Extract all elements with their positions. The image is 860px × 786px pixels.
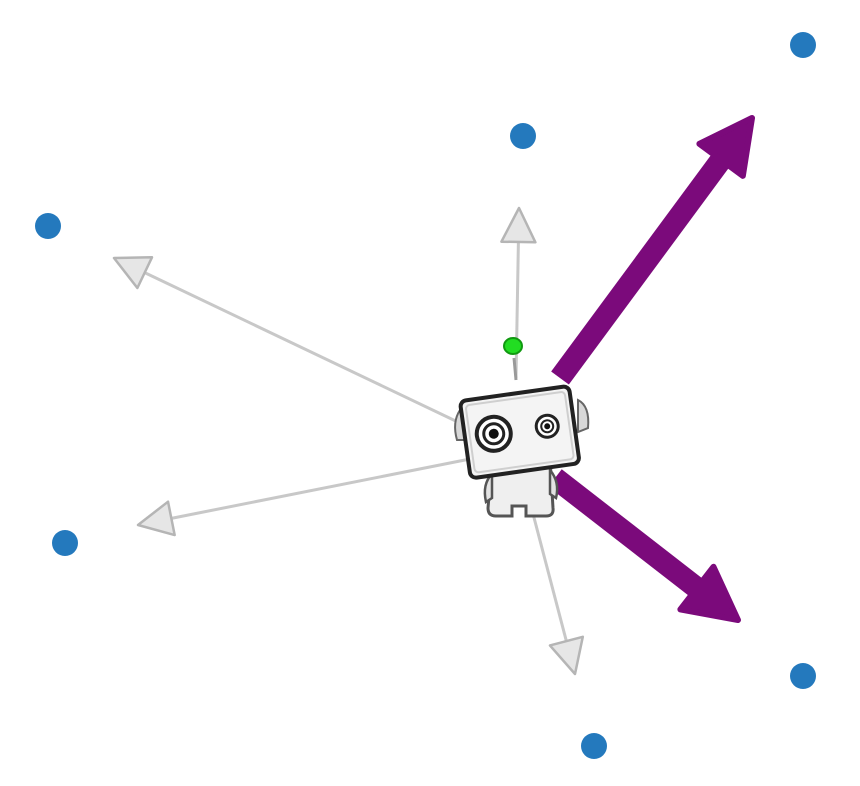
arrow-top-right — [551, 115, 755, 385]
arrow-upper-left — [112, 256, 463, 426]
robot-icon[interactable] — [454, 337, 590, 518]
targets-group — [35, 32, 816, 759]
right-ear — [577, 398, 590, 434]
target-upper-left — [35, 213, 61, 239]
target-lower-left — [52, 530, 78, 556]
antenna-stem — [512, 357, 518, 381]
arrow-lower-left — [136, 457, 471, 537]
arrow-up — [500, 206, 537, 379]
arrow-down — [530, 509, 585, 676]
strong-arrows-group — [548, 115, 755, 623]
target-top-right — [790, 32, 816, 58]
target-bottom-right — [790, 663, 816, 689]
weak-arrows-group — [112, 206, 585, 676]
target-bottom-center — [581, 733, 607, 759]
robot-head — [458, 384, 581, 480]
antenna-indicator-icon — [503, 337, 523, 355]
arrow-bottom-right — [548, 469, 741, 623]
target-top-center — [510, 123, 536, 149]
